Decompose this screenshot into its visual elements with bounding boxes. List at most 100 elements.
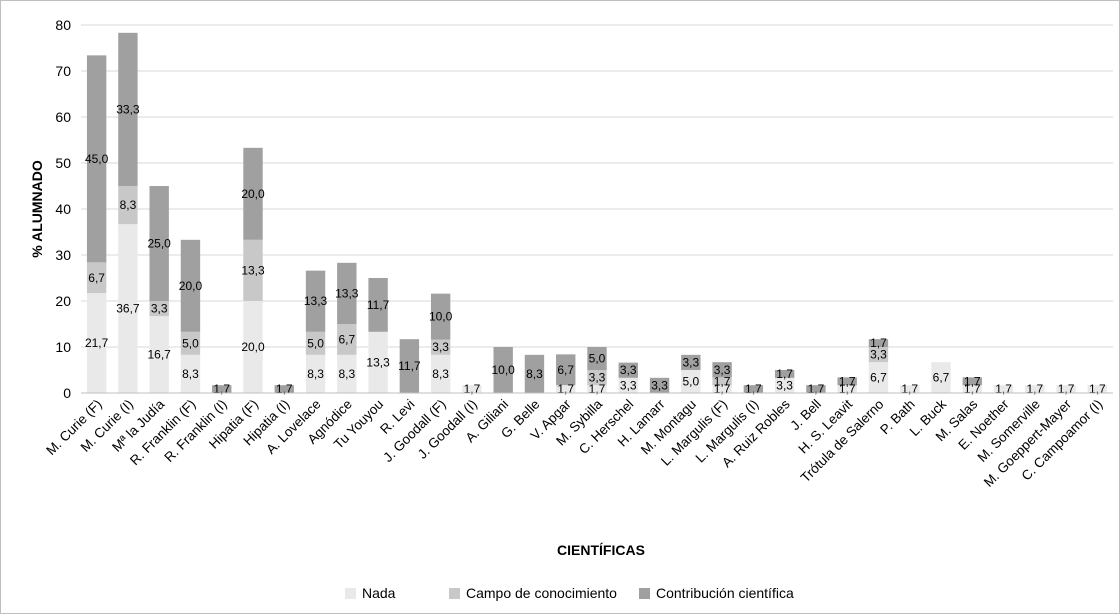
bar-segment [243, 239, 263, 301]
bar-segment [681, 354, 701, 370]
data-label: 5,0 [307, 336, 324, 350]
data-label: 1,7 [714, 374, 731, 388]
data-label: 1,7 [808, 382, 825, 396]
legend: Nada Campo de conocimiento Contribución ci… [345, 585, 794, 601]
bar-segment [399, 339, 420, 393]
data-label: 13,3 [335, 286, 359, 300]
x-axis-title: CIENTÍFICAS [557, 542, 645, 558]
data-label: 6,7 [88, 271, 105, 285]
legend-swatch [639, 588, 650, 599]
data-label: 3,3 [714, 363, 731, 377]
bar-segment [900, 385, 920, 393]
data-label: 1,7 [901, 382, 918, 396]
bar-segment [337, 324, 357, 355]
bar-segment [1056, 385, 1076, 393]
bar-segment [212, 385, 232, 393]
bar-segment [243, 301, 263, 393]
bar-segment [649, 377, 670, 393]
data-label: 5,0 [182, 336, 199, 350]
data-label: 8,3 [120, 198, 137, 212]
bar-segment [618, 377, 638, 393]
data-label: 36,7 [116, 302, 140, 316]
bar-segment [305, 331, 326, 355]
data-label: 1,7 [1089, 382, 1106, 396]
bar-segment [274, 385, 294, 393]
data-label: 5,0 [589, 352, 606, 366]
data-label: 1,7 [745, 382, 762, 396]
data-label: 8,3 [526, 367, 543, 381]
data-label: 3,3 [776, 378, 793, 392]
data-label: 6,7 [933, 371, 950, 385]
data-label: 11,7 [367, 298, 390, 312]
data-label: 8,3 [307, 367, 324, 381]
bar-segment [86, 262, 107, 294]
gridlines [81, 24, 1113, 394]
data-label: 1,7 [1058, 382, 1075, 396]
bar-segment [556, 385, 576, 393]
y-tick-label: 50 [55, 155, 71, 171]
bar-segment [712, 377, 732, 386]
bar-segment [681, 370, 701, 393]
bar-segment [118, 32, 138, 186]
data-labels: 21,7 6,7 45,0 36,7 8,3 33,3 16,7 3,3 25,0 8,3 5,0 2… [85, 102, 1106, 396]
data-label: 3,3 [151, 302, 168, 316]
legend-label: Nada [362, 585, 396, 601]
bar-segment [1025, 385, 1045, 393]
data-label: 13,3 [241, 263, 265, 277]
data-label: 6,7 [557, 363, 574, 377]
bar-segment [556, 354, 576, 386]
bar-segment [774, 377, 795, 393]
legend-label: Campo de conocimiento [466, 585, 617, 601]
data-label: 3,3 [620, 378, 637, 392]
y-tick-label: 30 [55, 247, 71, 263]
bar-segment [962, 385, 982, 393]
bar-segment [180, 354, 201, 393]
bar-segment [337, 354, 357, 393]
data-label: 3,3 [870, 348, 887, 362]
bar-segment [86, 55, 107, 263]
bar-segment [587, 385, 607, 393]
legend-swatch [449, 588, 460, 599]
bar-segment [462, 385, 482, 393]
data-label: 1,7 [213, 382, 230, 396]
bar-segment [618, 362, 638, 378]
legend-swatch [345, 588, 356, 599]
data-label: 20,0 [241, 340, 265, 354]
bar-segment [118, 224, 138, 393]
data-label: 3,3 [432, 340, 449, 354]
bar-segment [587, 347, 607, 370]
data-label: 1,7 [1026, 382, 1043, 396]
bar-segment [430, 339, 451, 355]
bar-segment [868, 347, 889, 363]
y-tick-label: 80 [55, 17, 71, 33]
data-label: 13,3 [304, 294, 328, 308]
data-label: 6,7 [870, 371, 887, 385]
bar-segment [305, 354, 326, 393]
bar-segment [868, 339, 889, 347]
data-label: 16,7 [148, 348, 172, 362]
data-label: 1,7 [557, 382, 574, 396]
bar-segment [149, 186, 169, 301]
bar-segment [493, 347, 513, 393]
data-label: 8,3 [182, 367, 199, 381]
y-tick-label: 70 [55, 63, 71, 79]
y-tick-label: 20 [55, 293, 71, 309]
data-label: 3,3 [651, 378, 668, 392]
y-tick-label: 0 [63, 385, 71, 401]
bar-segment [1087, 385, 1108, 393]
data-label: 10,0 [429, 310, 453, 324]
bar-segment [743, 385, 764, 393]
bar-segment [430, 354, 451, 393]
data-label: 45,0 [85, 152, 109, 166]
data-label: 1,7 [776, 367, 793, 381]
data-label: 11,7 [398, 359, 421, 373]
bar-segment [712, 362, 732, 378]
bar-segment [180, 239, 201, 332]
data-label: 1,7 [964, 374, 981, 388]
data-label: 21,7 [85, 336, 109, 350]
y-tick-label: 40 [55, 201, 71, 217]
bar-segment [149, 316, 169, 393]
data-label: 33,3 [116, 102, 140, 116]
